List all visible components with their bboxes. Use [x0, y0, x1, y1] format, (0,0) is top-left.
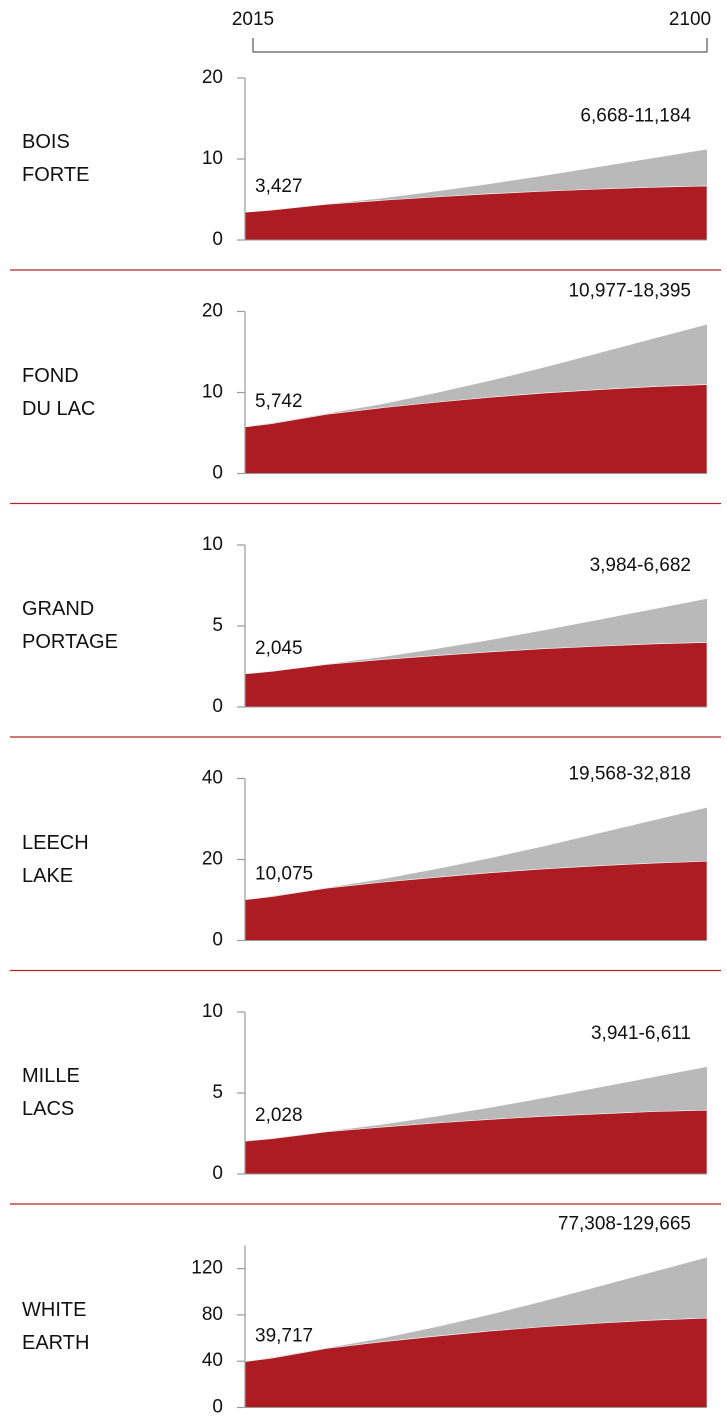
start-annotation: 10,075 — [255, 864, 313, 885]
start-annotation: 5,742 — [255, 391, 303, 412]
panel-title: FOND DU LAC — [22, 364, 96, 420]
start-annotation: 2,045 — [255, 638, 303, 659]
area — [244, 384, 708, 474]
area — [244, 642, 708, 708]
end-annotation: 3,941-6,611 — [591, 1023, 691, 1044]
panel-title: MILLE LACS — [22, 1065, 80, 1120]
y-tick-label: 0 — [212, 463, 223, 484]
y-tick-label: 0 — [212, 1163, 223, 1184]
y-tick-label: 80 — [202, 1304, 223, 1325]
end-annotation: 3,984-6,682 — [590, 555, 691, 576]
y-tick-label: 5 — [212, 615, 223, 636]
area — [244, 1109, 708, 1175]
y-tick-label: 0 — [212, 696, 223, 717]
y-tick-label: 40 — [202, 1350, 223, 1371]
x-start-label: 2015 — [232, 9, 274, 30]
end-annotation: 77,308-129,665 — [558, 1213, 691, 1234]
panel-title: WHITE EARTH — [22, 1298, 90, 1354]
y-tick-label: 10 — [202, 1001, 223, 1022]
y-tick-label: 5 — [212, 1082, 223, 1103]
x-end-label: 2100 — [669, 9, 711, 30]
y-tick-label: 40 — [202, 768, 223, 789]
x-range-bracket — [252, 38, 708, 53]
start-annotation: 3,427 — [255, 176, 303, 197]
y-tick-label: 0 — [212, 930, 223, 951]
end-annotation: 10,977-18,395 — [568, 281, 691, 302]
panel-title: BOIS FORTE — [22, 131, 90, 186]
y-tick-label: 0 — [212, 1397, 223, 1418]
end-annotation: 19,568-32,818 — [568, 764, 691, 785]
y-tick-label: 10 — [202, 534, 223, 555]
y-tick-label: 0 — [212, 229, 223, 250]
area — [244, 860, 708, 941]
start-annotation: 39,717 — [255, 1326, 313, 1347]
area — [244, 1317, 708, 1408]
panel-title: GRAND PORTAGE — [22, 598, 118, 653]
y-tick-label: 10 — [202, 148, 223, 169]
area — [244, 185, 708, 241]
y-tick-label: 20 — [202, 849, 223, 870]
y-tick-label: 20 — [202, 67, 223, 88]
y-tick-label: 120 — [191, 1258, 223, 1279]
start-annotation: 2,028 — [255, 1105, 303, 1126]
y-tick-label: 20 — [202, 301, 223, 322]
panel-title: LEECH LAKE — [22, 831, 89, 887]
y-tick-label: 10 — [202, 382, 223, 403]
end-annotation: 6,668-11,184 — [580, 105, 691, 126]
